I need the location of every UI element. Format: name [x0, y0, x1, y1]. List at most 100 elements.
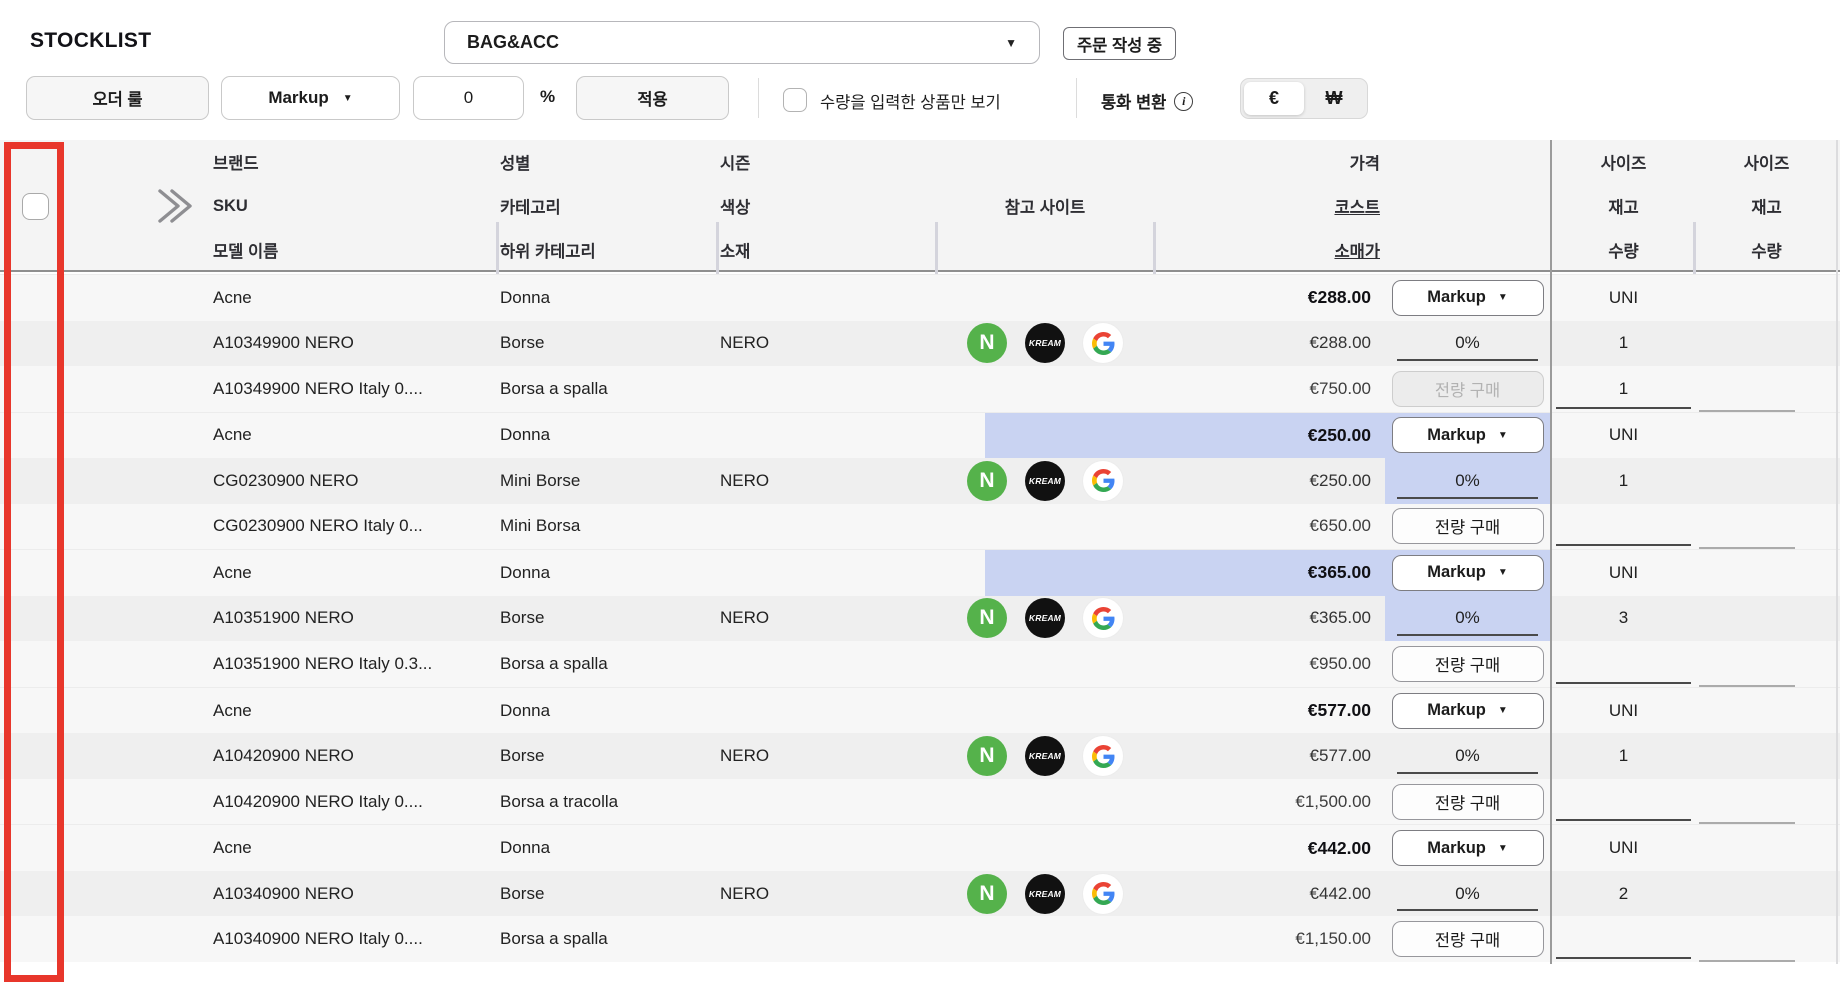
kream-icon[interactable]: KREAM [1025, 460, 1065, 501]
row-markup-percent-input[interactable]: 0% [1455, 333, 1480, 353]
qty-input-cell-2[interactable] [1697, 916, 1836, 962]
category-cell: Borse [500, 333, 545, 353]
qty-input-cell-2[interactable] [1697, 641, 1836, 687]
expand-columns-icon[interactable] [152, 184, 200, 228]
buy-all-button[interactable]: 전량 구매 [1391, 921, 1544, 958]
markup-pct-cell: 0% [1385, 595, 1550, 642]
google-icon[interactable] [1083, 873, 1123, 914]
markup-mode-dropdown[interactable]: Markup ▼ [221, 76, 400, 120]
row-markup-percent-input[interactable]: 0% [1455, 470, 1480, 490]
header-brand[interactable]: 브랜드 [213, 155, 259, 173]
buy-all-cell: 전량 구매 [1385, 366, 1550, 412]
qty-input-cell-2[interactable] [1697, 366, 1836, 412]
row-markup-dropdown[interactable]: Markup ▼ [1391, 279, 1544, 316]
naver-icon[interactable]: N [967, 323, 1007, 364]
header-qty-2[interactable]: 수량 [1751, 243, 1782, 261]
row-markup-dropdown[interactable]: Markup ▼ [1391, 554, 1544, 591]
currency-convert-label: 통화 변환 i [1101, 89, 1194, 113]
google-icon[interactable] [1083, 598, 1123, 639]
retail-cell: €650.00 [1309, 516, 1371, 536]
header-stock-1[interactable]: 재고 [1608, 199, 1639, 217]
google-icon[interactable] [1083, 460, 1123, 501]
buy-all-button[interactable]: 전량 구매 [1391, 783, 1544, 820]
header-qty-1[interactable]: 수량 [1608, 243, 1639, 261]
row-markup-dropdown[interactable]: Markup ▼ [1391, 830, 1544, 867]
order-rule-button[interactable]: 오더 룰 [26, 76, 209, 120]
markup-cell: Markup ▼ [1385, 550, 1550, 596]
kream-icon[interactable]: KREAM [1025, 323, 1065, 364]
header-divider [935, 222, 938, 277]
kream-icon[interactable]: KREAM [1025, 598, 1065, 639]
order-status-button[interactable]: 주문 작성 중 [1063, 27, 1177, 60]
buy-all-button[interactable]: 전량 구매 [1391, 645, 1544, 682]
row-markup-percent-input[interactable]: 0% [1455, 608, 1480, 628]
category-cell: Borse [500, 608, 545, 628]
qty-input-cell[interactable] [1552, 504, 1695, 550]
naver-icon[interactable]: N [967, 873, 1007, 914]
naver-icon[interactable]: N [967, 460, 1007, 501]
brand-cell: Acne [213, 287, 252, 307]
size-cell: UNI [1608, 425, 1639, 445]
markup-percent-input[interactable]: 0 [413, 76, 524, 120]
table-section-divider [1550, 140, 1552, 964]
currency-eur-option[interactable]: € [1244, 82, 1304, 115]
row-markup-dropdown[interactable]: Markup ▼ [1391, 692, 1544, 729]
model-cell: CG0230900 NERO Italy 0... [213, 516, 423, 536]
info-icon[interactable]: i [1174, 91, 1194, 111]
table-body: ✓ Acne Donna €288.00 Markup ▼ UNI A10349… [0, 274, 1840, 962]
header-color[interactable]: 색상 [720, 199, 751, 217]
header-sku[interactable]: SKU [213, 196, 248, 215]
toolbar-divider [1076, 78, 1077, 118]
filter-quantity-checkbox[interactable] [783, 88, 807, 112]
table-row: ✓ Acne Donna €365.00 Markup ▼ UNI A10351… [0, 549, 1840, 687]
markup-mode-value: Markup [268, 88, 329, 107]
header-retail[interactable]: 소매가 [1334, 243, 1380, 261]
google-icon[interactable] [1083, 736, 1123, 777]
category-select[interactable]: BAG&ACC ▼ [444, 21, 1040, 64]
select-all-checkbox[interactable] [22, 193, 49, 220]
chevron-down-icon: ▼ [1497, 567, 1508, 579]
kream-icon[interactable]: KREAM [1025, 736, 1065, 777]
buy-all-button[interactable]: 전량 구매 [1391, 370, 1544, 407]
gender-cell: Donna [500, 700, 551, 720]
header-ref-sites[interactable]: 참고 사이트 [1004, 199, 1086, 217]
row-markup-dropdown[interactable]: Markup ▼ [1391, 417, 1544, 454]
header-model[interactable]: 모델 이름 [213, 243, 279, 261]
top-bar: STOCKLIST BAG&ACC ▼ 주문 작성 중 오더 룰 Markup … [0, 0, 1840, 140]
naver-icon[interactable]: N [967, 736, 1007, 777]
chevron-down-icon: ▼ [1005, 35, 1017, 50]
header-season[interactable]: 시즌 [720, 155, 751, 173]
qty-input-cell[interactable] [1552, 779, 1695, 825]
header-subcategory[interactable]: 하위 카테고리 [500, 243, 596, 261]
apply-button[interactable]: 적용 [576, 76, 729, 120]
header-material[interactable]: 소재 [720, 243, 751, 261]
row-markup-percent-input[interactable]: 0% [1455, 883, 1480, 903]
category-select-value: BAG&ACC [467, 32, 559, 52]
google-icon[interactable] [1083, 323, 1123, 364]
header-size-2[interactable]: 사이즈 [1743, 155, 1790, 173]
stock-table: 브랜드 성별 시즌 가격 사이즈 사이즈 SKU 카테고리 색상 참고 사이트 … [0, 140, 1840, 982]
currency-krw-option[interactable]: ₩ [1325, 88, 1343, 108]
naver-icon[interactable]: N [967, 598, 1007, 639]
table-row: ✓ Acne Donna €442.00 Markup ▼ UNI A10340… [0, 824, 1840, 962]
header-gender[interactable]: 성별 [500, 155, 531, 173]
currency-toggle[interactable]: € ₩ [1240, 78, 1368, 119]
size-cell: UNI [1608, 838, 1639, 858]
header-size-1[interactable]: 사이즈 [1600, 155, 1647, 173]
category-cell: Mini Borse [500, 470, 581, 490]
qty-input-cell[interactable]: 1 [1552, 366, 1695, 412]
buy-all-button[interactable]: 전량 구매 [1391, 508, 1544, 545]
qty-input-cell[interactable] [1552, 641, 1695, 687]
header-cost[interactable]: 코스트 [1334, 199, 1380, 217]
color-cell: NERO [720, 470, 770, 490]
markup-pct-cell: 0% [1385, 321, 1550, 367]
row-markup-percent-input[interactable]: 0% [1455, 746, 1480, 766]
qty-input-cell-2[interactable] [1697, 779, 1836, 825]
header-price[interactable]: 가격 [1349, 155, 1380, 173]
qty-input-cell-2[interactable] [1697, 504, 1836, 550]
qty-input-cell[interactable] [1552, 916, 1695, 962]
markup-cell: Markup ▼ [1385, 688, 1550, 734]
header-category[interactable]: 카테고리 [500, 199, 561, 217]
kream-icon[interactable]: KREAM [1025, 873, 1065, 914]
header-stock-2[interactable]: 재고 [1751, 199, 1782, 217]
